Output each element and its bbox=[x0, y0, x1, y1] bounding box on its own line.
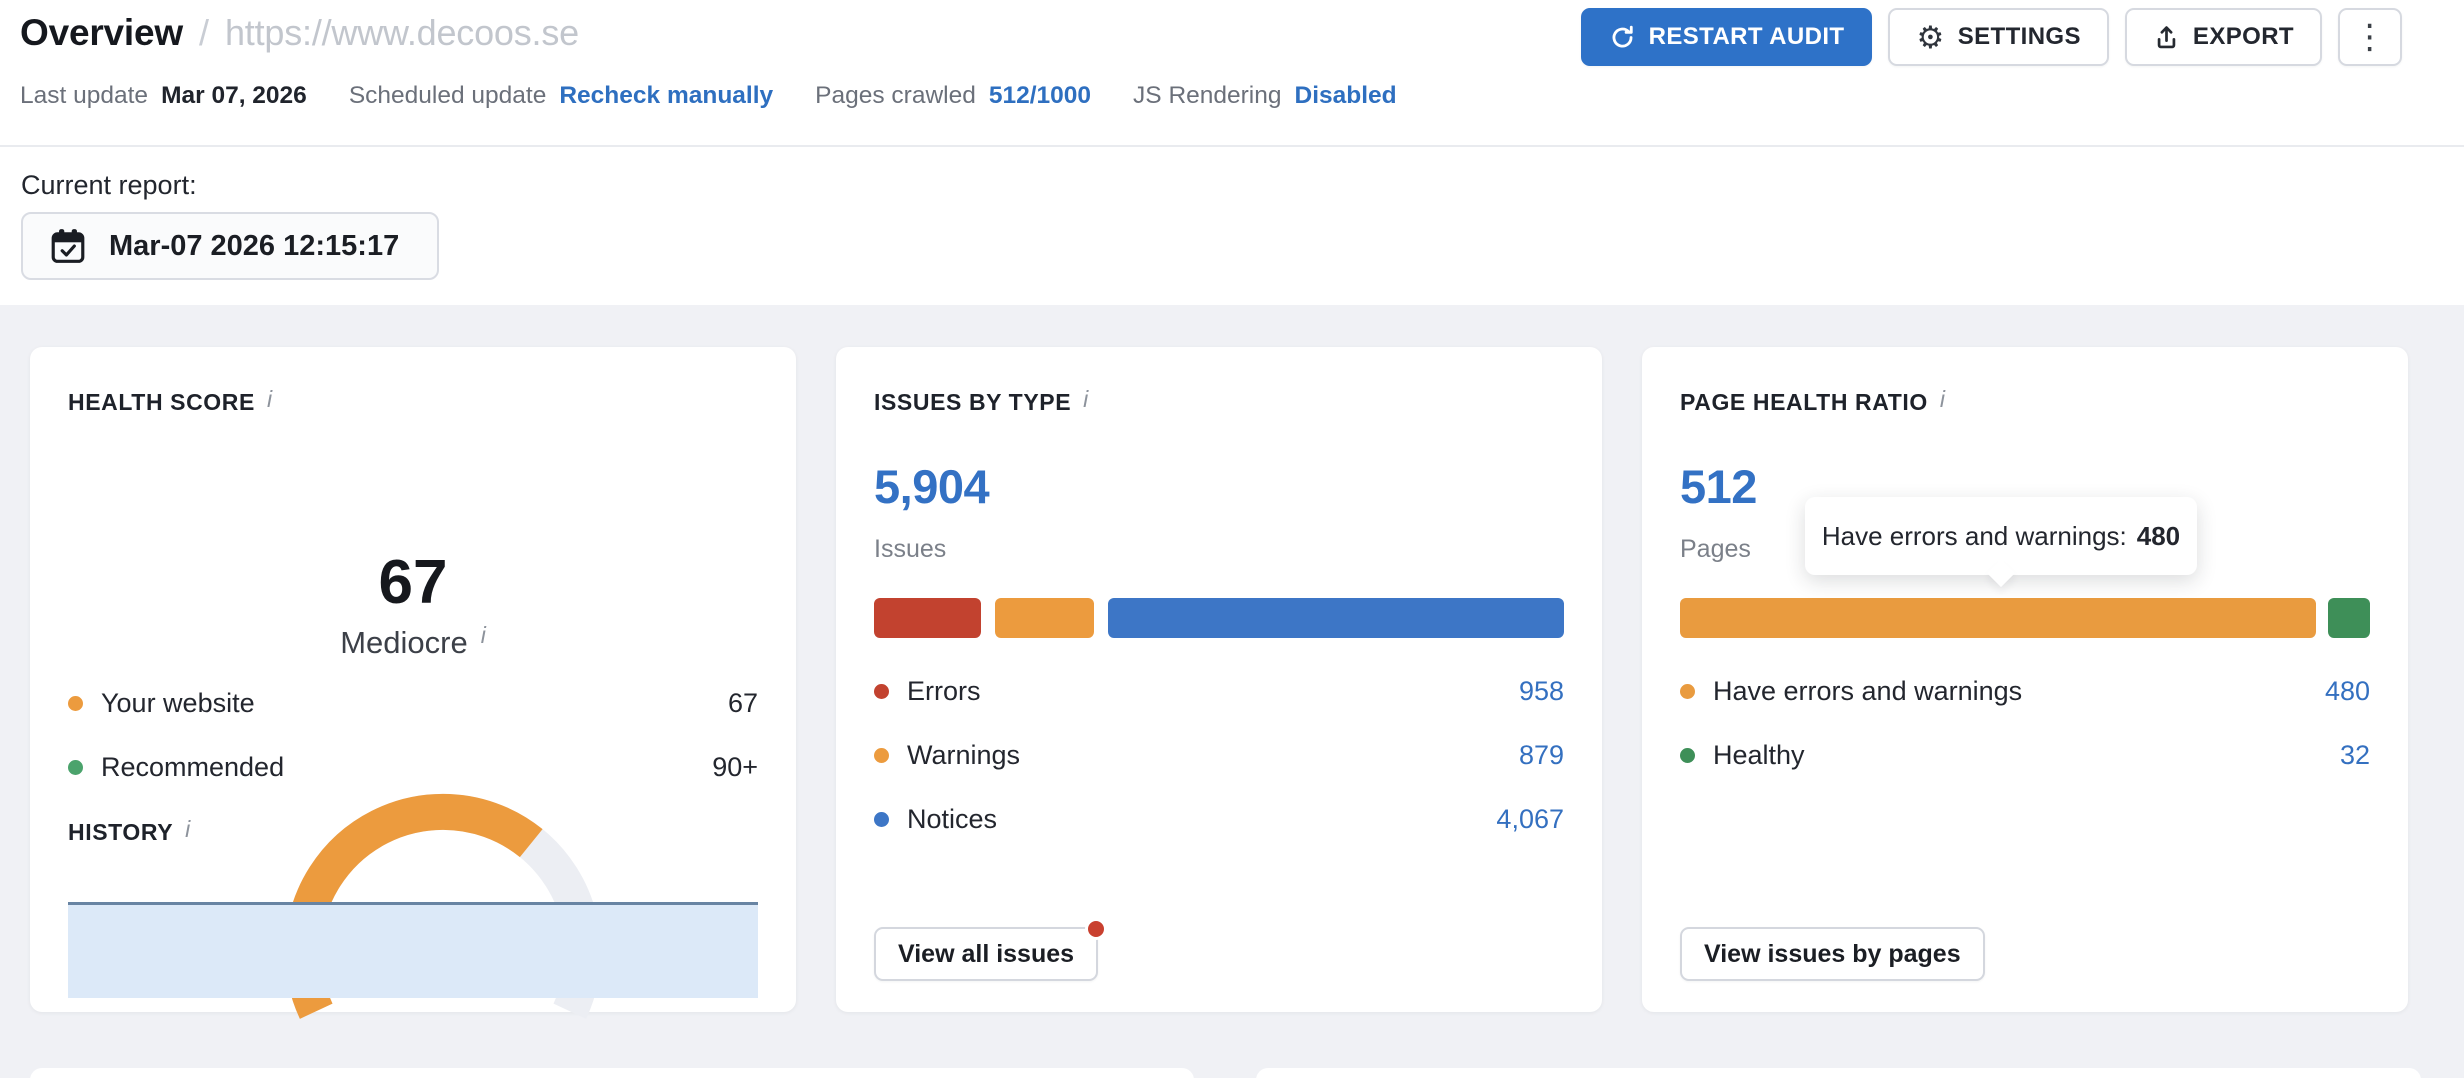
view-issues-by-pages-button[interactable]: View issues by pages bbox=[1680, 927, 1985, 981]
pages-crawled-link[interactable]: 512/1000 bbox=[988, 82, 1092, 109]
upload-icon bbox=[2157, 25, 2176, 48]
legend-row-warnings: Warnings 879 bbox=[874, 739, 1564, 771]
legend-dot bbox=[1680, 747, 1695, 763]
meta-scheduled-update: Scheduled update Recheck manually bbox=[348, 82, 774, 109]
health-score-title: HEALTH SCORE i bbox=[68, 386, 273, 415]
refresh-icon bbox=[1612, 25, 1633, 47]
bar-hover-tooltip: Have errors and warnings: 480 bbox=[1805, 497, 2197, 588]
settings-label: SETTINGS bbox=[1957, 23, 2081, 50]
legend-row-errors: Errors 958 bbox=[874, 675, 1564, 707]
errors-warnings-pages-link[interactable]: 480 bbox=[2324, 675, 2370, 706]
meta-js-rendering: JS Rendering Disabled bbox=[1133, 82, 1397, 109]
legend-dot bbox=[68, 759, 83, 775]
legend-dot bbox=[874, 683, 889, 699]
health-score-legend: Your website 67 Recommended 90+ bbox=[68, 687, 758, 815]
meta-last-update: Last update Mar 07, 2026 bbox=[20, 82, 307, 109]
history-area-chart bbox=[68, 902, 758, 998]
settings-button[interactable]: ⚙ SETTINGS bbox=[1888, 8, 2109, 66]
kebab-icon: ⋮ bbox=[2352, 18, 2388, 56]
legend-row-healthy: Healthy 32 bbox=[1680, 739, 2370, 771]
issues-by-type-card: ISSUES BY TYPE i 5,904 Issues Errors 958… bbox=[836, 347, 1602, 1012]
meta-pages-crawled: Pages crawled 512/1000 bbox=[815, 82, 1092, 109]
history-title: HISTORY i bbox=[68, 816, 191, 845]
issues-by-type-title: ISSUES BY TYPE i bbox=[874, 386, 1089, 415]
health-score-status: Mediocre i bbox=[340, 622, 486, 660]
legend-dot bbox=[68, 695, 83, 711]
notification-dot-icon bbox=[1085, 918, 1108, 940]
issues-total: 5,904 bbox=[874, 460, 990, 513]
pages-total-label: Pages bbox=[1680, 535, 1751, 563]
warnings-count-link[interactable]: 879 bbox=[1518, 739, 1564, 770]
legend-row-notices: Notices 4,067 bbox=[874, 803, 1564, 835]
audit-meta-row: Last update Mar 07, 2026 Scheduled updat… bbox=[20, 82, 1397, 110]
issues-legend: Errors 958 Warnings 879 Notices 4,067 bbox=[874, 675, 1564, 867]
legend-dot bbox=[1680, 683, 1695, 699]
info-icon[interactable]: i bbox=[1939, 386, 1945, 412]
info-icon[interactable]: i bbox=[266, 386, 273, 412]
page-health-ratio-title: PAGE HEALTH RATIO i bbox=[1680, 386, 1945, 415]
legend-row-errors-warnings: Have errors and warnings 480 bbox=[1680, 675, 2370, 707]
issues-total-label: Issues bbox=[874, 535, 947, 563]
header-actions: RESTART AUDIT ⚙ SETTINGS EXPORT ⋮ bbox=[1580, 8, 2402, 66]
issues-stacked-bar bbox=[874, 598, 1564, 638]
bar-segment-notices[interactable] bbox=[1107, 598, 1564, 638]
bar-segment-errors-warnings[interactable] bbox=[1680, 598, 2316, 638]
next-row-card-peek bbox=[30, 1068, 1194, 1082]
audited-site-url: https://www.decoos.se bbox=[224, 12, 579, 53]
tooltip-caret bbox=[1986, 558, 2016, 588]
bar-segment-healthy[interactable] bbox=[2327, 598, 2370, 638]
legend-row-your-website: Your website 67 bbox=[68, 687, 758, 719]
pages-total: 512 bbox=[1680, 460, 1757, 513]
bar-segment-errors[interactable] bbox=[874, 598, 982, 638]
legend-dot bbox=[874, 811, 889, 827]
breadcrumb-separator: / bbox=[198, 12, 209, 53]
page-health-ratio-card: PAGE HEALTH RATIO i 512 Pages Have error… bbox=[1642, 347, 2408, 1012]
report-date-value: Mar-07 2026 12:15:17 bbox=[109, 229, 400, 262]
health-score-value: 67 bbox=[378, 548, 448, 617]
next-row-card-peek bbox=[1256, 1068, 2421, 1082]
errors-count-link[interactable]: 958 bbox=[1518, 675, 1564, 706]
more-actions-button[interactable]: ⋮ bbox=[2338, 8, 2402, 66]
export-button[interactable]: EXPORT bbox=[2124, 8, 2322, 66]
export-label: EXPORT bbox=[2192, 23, 2294, 50]
info-icon[interactable]: i bbox=[480, 622, 486, 648]
restart-audit-label: RESTART AUDIT bbox=[1648, 23, 1845, 50]
restart-audit-button[interactable]: RESTART AUDIT bbox=[1580, 8, 1873, 66]
healthy-pages-link[interactable]: 32 bbox=[2339, 739, 2370, 770]
legend-dot bbox=[874, 747, 889, 763]
calendar-check-icon bbox=[51, 229, 85, 263]
view-all-issues-button[interactable]: View all issues bbox=[874, 918, 1108, 981]
page-health-stacked-bar bbox=[1680, 598, 2370, 638]
page-health-legend: Have errors and warnings 480 Healthy 32 bbox=[1680, 675, 2370, 803]
legend-row-recommended: Recommended 90+ bbox=[68, 751, 758, 783]
notices-count-link[interactable]: 4,067 bbox=[1496, 803, 1564, 834]
recheck-manually-link[interactable]: Recheck manually bbox=[559, 82, 774, 109]
info-icon[interactable]: i bbox=[1083, 386, 1089, 412]
breadcrumb: Overview / https://www.decoos.se bbox=[20, 12, 579, 54]
bar-segment-warnings[interactable] bbox=[995, 598, 1094, 638]
info-icon[interactable]: i bbox=[185, 816, 191, 842]
health-score-card: HEALTH SCORE i 67 Mediocre i Your websit… bbox=[30, 347, 796, 1019]
page-title: Overview bbox=[20, 12, 183, 53]
header-divider bbox=[0, 145, 2464, 147]
current-report-label: Current report: bbox=[21, 170, 197, 200]
js-rendering-link[interactable]: Disabled bbox=[1294, 82, 1397, 109]
report-date-picker[interactable]: Mar-07 2026 12:15:17 bbox=[21, 212, 439, 280]
gear-icon: ⚙ bbox=[1916, 19, 1945, 55]
